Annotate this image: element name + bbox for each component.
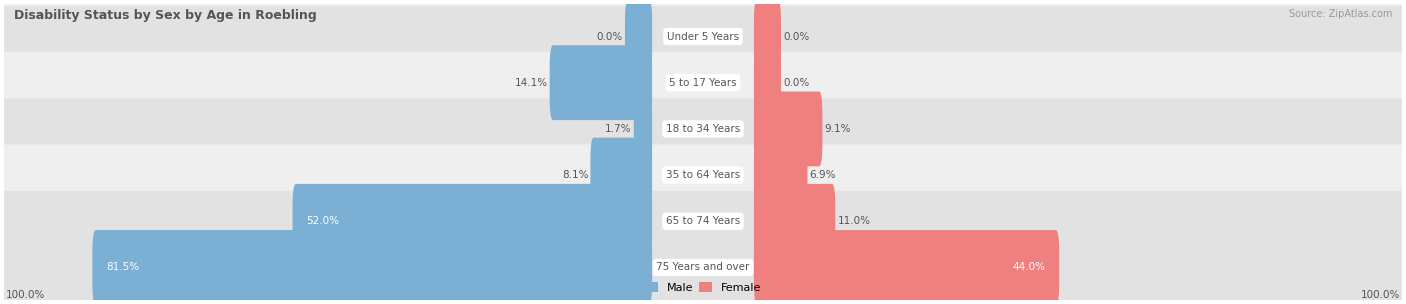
- Text: 52.0%: 52.0%: [307, 216, 339, 226]
- FancyBboxPatch shape: [0, 145, 1406, 298]
- FancyBboxPatch shape: [0, 52, 1406, 206]
- Text: 100.0%: 100.0%: [6, 290, 45, 300]
- Text: 14.1%: 14.1%: [515, 78, 547, 88]
- FancyBboxPatch shape: [0, 6, 1406, 159]
- FancyBboxPatch shape: [626, 0, 652, 74]
- FancyBboxPatch shape: [754, 0, 780, 74]
- FancyBboxPatch shape: [550, 45, 652, 120]
- Text: 100.0%: 100.0%: [1361, 290, 1400, 300]
- Text: 44.0%: 44.0%: [1012, 262, 1046, 272]
- Legend: Male, Female: Male, Female: [640, 278, 766, 297]
- Text: 8.1%: 8.1%: [562, 170, 588, 180]
- Text: 65 to 74 Years: 65 to 74 Years: [666, 216, 740, 226]
- FancyBboxPatch shape: [0, 0, 1406, 113]
- Text: Disability Status by Sex by Age in Roebling: Disability Status by Sex by Age in Roebl…: [14, 9, 316, 22]
- Text: 35 to 64 Years: 35 to 64 Years: [666, 170, 740, 180]
- FancyBboxPatch shape: [754, 138, 807, 212]
- FancyBboxPatch shape: [0, 191, 1406, 304]
- Text: 0.0%: 0.0%: [783, 78, 810, 88]
- Text: 1.7%: 1.7%: [605, 124, 631, 134]
- Text: 5 to 17 Years: 5 to 17 Years: [669, 78, 737, 88]
- Text: Under 5 Years: Under 5 Years: [666, 32, 740, 42]
- Text: 81.5%: 81.5%: [105, 262, 139, 272]
- FancyBboxPatch shape: [93, 230, 652, 304]
- FancyBboxPatch shape: [591, 138, 652, 212]
- FancyBboxPatch shape: [292, 184, 652, 259]
- Text: 0.0%: 0.0%: [783, 32, 810, 42]
- Text: 9.1%: 9.1%: [824, 124, 851, 134]
- Text: 0.0%: 0.0%: [596, 32, 623, 42]
- FancyBboxPatch shape: [754, 230, 1059, 304]
- Text: Source: ZipAtlas.com: Source: ZipAtlas.com: [1288, 9, 1392, 19]
- Text: 18 to 34 Years: 18 to 34 Years: [666, 124, 740, 134]
- Text: 11.0%: 11.0%: [838, 216, 870, 226]
- FancyBboxPatch shape: [754, 92, 823, 166]
- FancyBboxPatch shape: [754, 45, 780, 120]
- Text: 6.9%: 6.9%: [810, 170, 837, 180]
- Text: 75 Years and over: 75 Years and over: [657, 262, 749, 272]
- FancyBboxPatch shape: [0, 98, 1406, 252]
- FancyBboxPatch shape: [634, 92, 652, 166]
- FancyBboxPatch shape: [754, 184, 835, 259]
